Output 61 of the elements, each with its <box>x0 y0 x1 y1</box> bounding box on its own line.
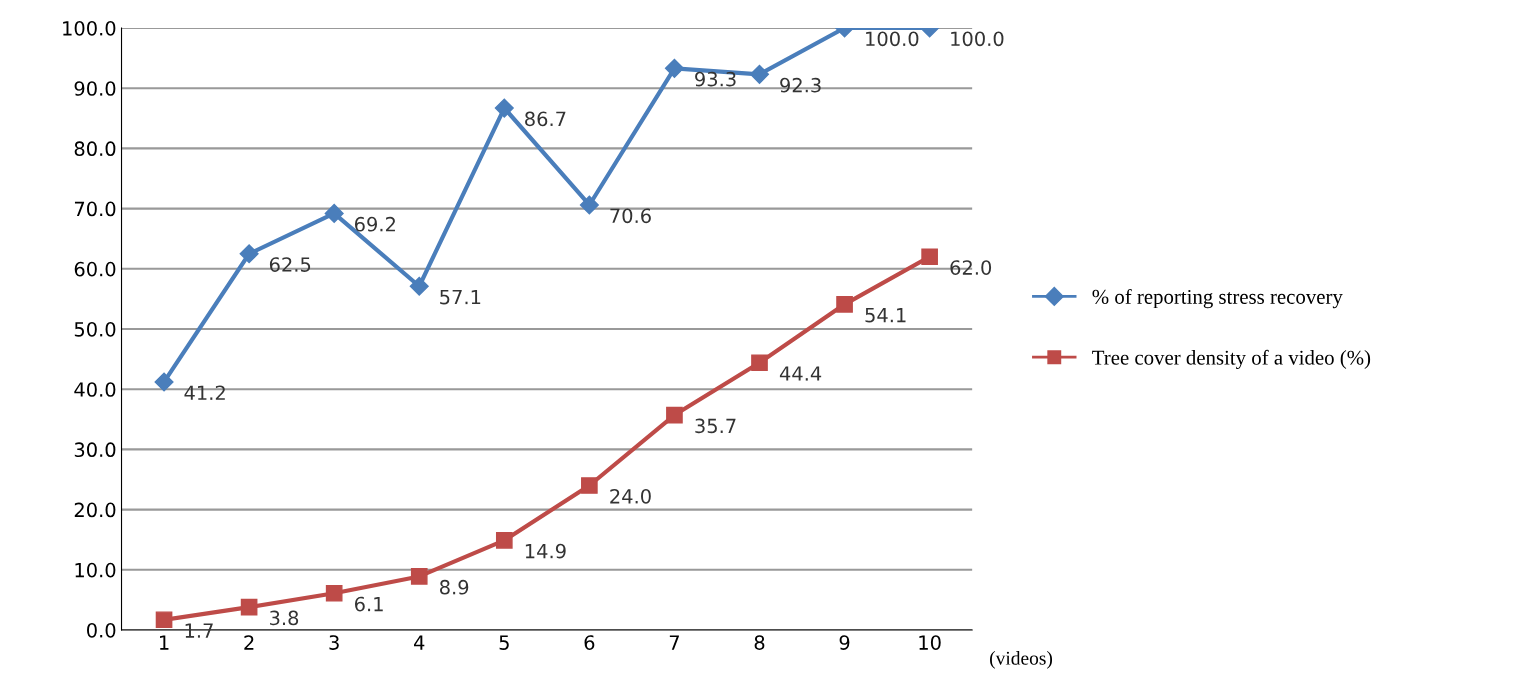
data-label: 92.3 <box>780 77 821 93</box>
point <box>836 295 853 313</box>
x-tick-label: 8 <box>754 635 765 650</box>
point <box>324 203 344 223</box>
point <box>581 477 598 494</box>
data-label: 24.0 <box>610 488 651 504</box>
x-tick-label: 3 <box>329 635 339 650</box>
x-axis-title: (videos) <box>990 651 1053 669</box>
data-label: 54.1 <box>865 308 906 323</box>
data-label: 41.2 <box>184 385 225 400</box>
x-tick-label: 7 <box>669 635 679 650</box>
legend-label: % of reporting stress recovery <box>1092 289 1343 309</box>
point <box>154 372 174 392</box>
y-tick-label: 90.0 <box>74 81 116 96</box>
y-tick-label: 80.0 <box>74 141 116 157</box>
y-tick-label: 100.0 <box>63 20 116 36</box>
y-tick-label: 30.0 <box>74 442 116 458</box>
point <box>921 248 938 266</box>
point <box>240 598 258 616</box>
data-label: 93.3 <box>695 71 736 87</box>
point <box>664 58 684 78</box>
point <box>749 64 770 84</box>
point <box>579 195 599 215</box>
data-label: 44.4 <box>779 366 822 381</box>
y-tick-label: 70.0 <box>74 201 116 217</box>
point <box>666 406 683 424</box>
x-tick-label: 1 <box>160 635 169 650</box>
x-tick-label: 10 <box>919 635 941 650</box>
data-label: 100.0 <box>951 31 1004 47</box>
point <box>494 98 514 118</box>
point <box>410 568 428 585</box>
data-label: 86.7 <box>525 111 566 127</box>
point <box>239 244 259 264</box>
data-label: 62.5 <box>269 257 311 272</box>
point <box>155 611 173 629</box>
data-label: 6.1 <box>354 596 383 612</box>
point <box>495 531 513 549</box>
y-tick-label: 10.0 <box>75 562 116 578</box>
y-tick-label: 60.0 <box>74 261 116 277</box>
data-label: 3.8 <box>270 610 299 626</box>
data-label: 35.7 <box>695 418 736 434</box>
data-label: 62.0 <box>950 260 992 275</box>
point <box>325 584 343 602</box>
y-tick-label: 40.0 <box>74 382 116 397</box>
x-tick-label: 4 <box>414 635 425 650</box>
x-tick-label: 2 <box>244 635 254 650</box>
data-label: 8.9 <box>440 579 469 595</box>
x-tick-label: 6 <box>584 635 595 650</box>
data-label: 100.0 <box>866 31 919 47</box>
data-label: 14.9 <box>525 543 566 559</box>
point <box>751 354 768 372</box>
y-tick-label: 50.0 <box>74 321 116 337</box>
legend-label: Tree cover density of a video (%) <box>1092 349 1371 369</box>
data-label: 70.6 <box>610 208 651 224</box>
x-tick-label: 9 <box>839 635 850 650</box>
point <box>409 276 429 296</box>
x-tick-label: 5 <box>499 635 509 650</box>
data-label: 57.1 <box>440 289 481 305</box>
y-tick-label: 0.0 <box>87 622 116 638</box>
data-label: 69.2 <box>354 216 395 232</box>
y-tick-label: 20.0 <box>74 502 116 518</box>
